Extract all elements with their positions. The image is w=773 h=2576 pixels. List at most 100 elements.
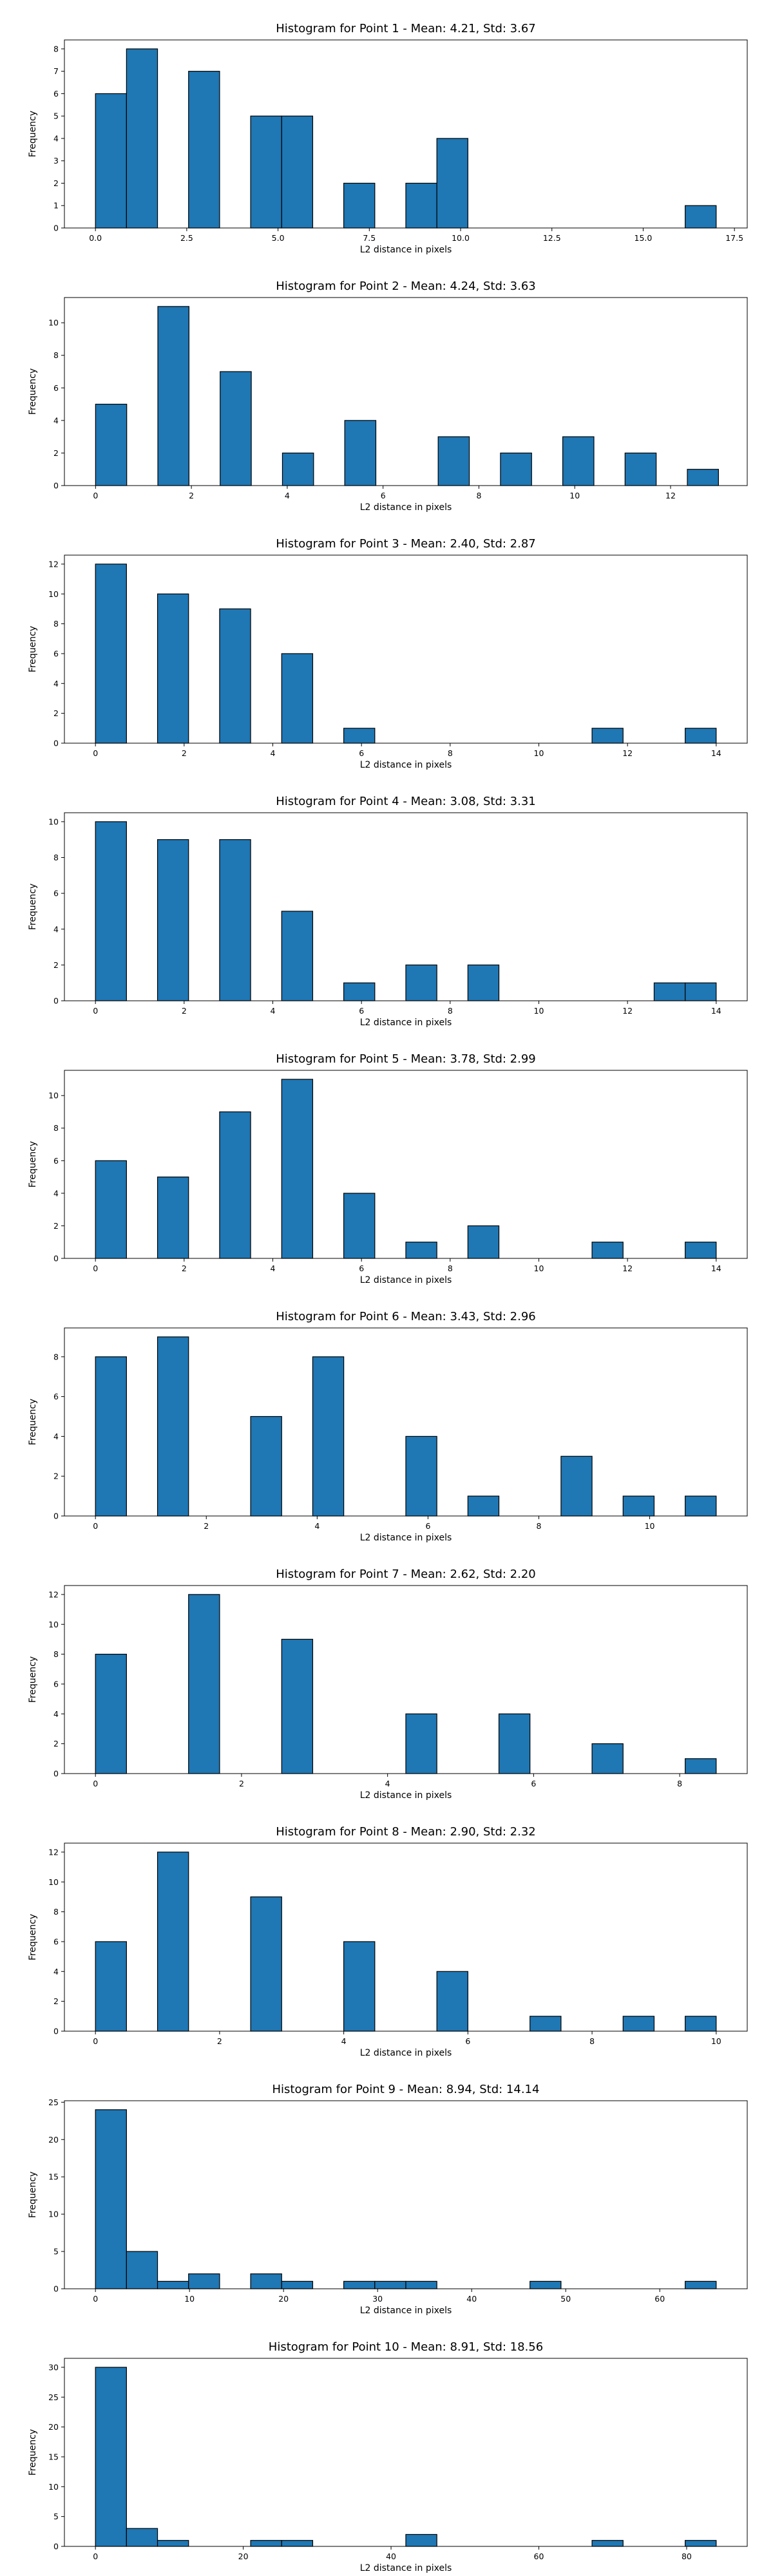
x-axis-label: L2 distance in pixels: [360, 1533, 452, 1543]
y-tick-label: 0: [53, 1254, 59, 1264]
y-tick-label: 6: [53, 649, 59, 658]
histogram-bar-10-3: [157, 2540, 189, 2547]
axes-frame: [64, 1585, 748, 1774]
y-tick-label: 15: [48, 2452, 59, 2461]
y-tick-label: 0: [53, 996, 59, 1006]
axes-frame: [64, 812, 748, 1001]
histogram-bar-4-2: [157, 839, 189, 1001]
histogram-svg-8: 0 2 4 6 8 10 0 2 4 6 8 10 12 Histogram for Point 8 - …: [28, 1825, 748, 2058]
histogram-bar-8-5: [436, 1971, 468, 2032]
y-tick-label: 0: [53, 2542, 59, 2552]
histogram-bar-2-5: [344, 420, 377, 486]
histogram-bar-2-1: [95, 403, 128, 486]
y-tick-label: 2: [53, 1739, 59, 1748]
histogram-panel-6: 0 2 4 6 8 10 0 2 4 6 8 Histogram for Point 6 - Mean…: [0, 1288, 773, 1546]
histogram-panel-2: 0 2 4 6 8 10 12 0 2 4 6 8 10 Histogram for Point 2 - …: [0, 258, 773, 515]
histogram-svg-4: 0 2 4 6 8 10 12 14 0 2 4 6 8 10 Histogram for Point 4 …: [28, 795, 748, 1028]
x-tick-label: 0: [93, 1521, 98, 1531]
x-tick-label: 4: [314, 1521, 320, 1531]
y-tick-label: 0: [53, 223, 59, 233]
x-tick-label: 30: [372, 2294, 383, 2304]
x-axis-label: L2 distance in pixels: [360, 2563, 452, 2573]
y-tick-label: 4: [53, 1432, 59, 1441]
histogram-bar-6-4: [312, 1356, 345, 1517]
y-axis-label: Frequency: [28, 111, 38, 157]
histogram-bar-6-8: [622, 1495, 655, 1517]
chart-title: Histogram for Point 7 - Mean: 2.62, Std:…: [276, 1567, 536, 1581]
y-axis-label: Frequency: [28, 1141, 38, 1188]
y-tick-label: 10: [48, 589, 59, 599]
y-tick-label: 4: [53, 1709, 59, 1719]
y-tick-label: 6: [53, 89, 59, 99]
histogram-bar-5-7: [467, 1225, 500, 1259]
y-tick-label: 12: [48, 559, 59, 569]
x-tick-label: 14: [711, 748, 721, 758]
x-tick-label: 6: [381, 491, 386, 500]
histogram-bar-9-10: [530, 2280, 562, 2289]
y-tick-label: 5: [53, 111, 59, 121]
histogram-bar-9-8: [374, 2280, 406, 2289]
chart-title: Histogram for Point 2 - Mean: 4.24, Std:…: [276, 279, 536, 293]
y-tick-label: 7: [53, 66, 59, 76]
x-tick-label: 2: [182, 1264, 187, 1273]
y-tick-label: 4: [53, 415, 59, 425]
x-tick-label: 10: [184, 2294, 195, 2304]
axes-frame: [64, 1327, 748, 1517]
x-tick-label: 6: [531, 1779, 536, 1788]
y-tick-label: 1: [53, 201, 59, 211]
histogram-bar-1-6: [343, 182, 376, 229]
x-tick-label: 12: [622, 1264, 633, 1273]
y-tick-label: 10: [48, 817, 59, 826]
axes-frame: [64, 2358, 748, 2547]
x-tick-label: 5.0: [272, 233, 285, 243]
y-tick-label: 2: [53, 1221, 59, 1231]
y-tick-label: 25: [48, 2392, 59, 2402]
x-tick-label: 8: [448, 1264, 453, 1273]
histogram-bar-1-9: [685, 205, 717, 229]
y-tick-label: 8: [53, 1907, 59, 1917]
histogram-bar-8-3: [250, 1896, 282, 2032]
histogram-bar-2-10: [687, 469, 719, 486]
x-axis-label: L2 distance in pixels: [360, 1018, 452, 1028]
histogram-bar-4-8: [653, 982, 686, 1001]
histogram-bar-5-2: [157, 1176, 189, 1259]
histogram-bar-2-8: [562, 436, 595, 486]
x-tick-label: 2: [217, 2036, 222, 2046]
histogram-bar-6-9: [685, 1495, 717, 1517]
histogram-bar-9-11: [685, 2280, 717, 2289]
x-axis-label: L2 distance in pixels: [360, 2048, 452, 2058]
x-tick-label: 6: [359, 748, 364, 758]
histogram-bar-1-3: [188, 71, 220, 229]
histogram-bar-2-2: [157, 306, 190, 486]
y-tick-label: 10: [48, 1091, 59, 1101]
histogram-bar-5-4: [281, 1079, 314, 1259]
histogram-bar-5-1: [95, 1160, 127, 1259]
y-tick-label: 6: [53, 1156, 59, 1166]
x-tick-label: 8: [448, 748, 453, 758]
y-tick-label: 3: [53, 156, 59, 166]
y-tick-label: 30: [48, 2362, 59, 2372]
y-tick-label: 20: [48, 2422, 59, 2432]
histogram-bar-4-1: [95, 821, 127, 1001]
histogram-bar-3-5: [343, 728, 376, 744]
y-axis-label: Frequency: [28, 1914, 38, 1960]
x-tick-label: 4: [285, 491, 290, 500]
histogram-bar-4-7: [467, 964, 500, 1001]
x-tick-label: 10: [534, 1006, 544, 1016]
y-tick-label: 4: [53, 133, 59, 143]
y-tick-label: 8: [53, 1123, 59, 1133]
histogram-bar-1-7: [405, 182, 437, 229]
x-tick-label: 0: [93, 2552, 98, 2561]
y-tick-label: 10: [48, 2210, 59, 2219]
histogram-bar-5-5: [343, 1193, 376, 1259]
histogram-panel-8: 0 2 4 6 8 10 0 2 4 6 8 10 12 Histogram for Point 8 - …: [0, 1803, 773, 2061]
histogram-bar-5-9: [685, 1242, 717, 1259]
histogram-bar-10-5: [281, 2540, 314, 2547]
x-tick-label: 20: [278, 2294, 289, 2304]
histogram-svg-6: 0 2 4 6 8 10 0 2 4 6 8 Histogram for Point 6 - Mean…: [28, 1310, 748, 1543]
axes-frame: [64, 39, 748, 229]
y-tick-label: 4: [53, 679, 59, 688]
y-tick-label: 0: [53, 1769, 59, 1779]
y-tick-label: 2: [53, 178, 59, 188]
